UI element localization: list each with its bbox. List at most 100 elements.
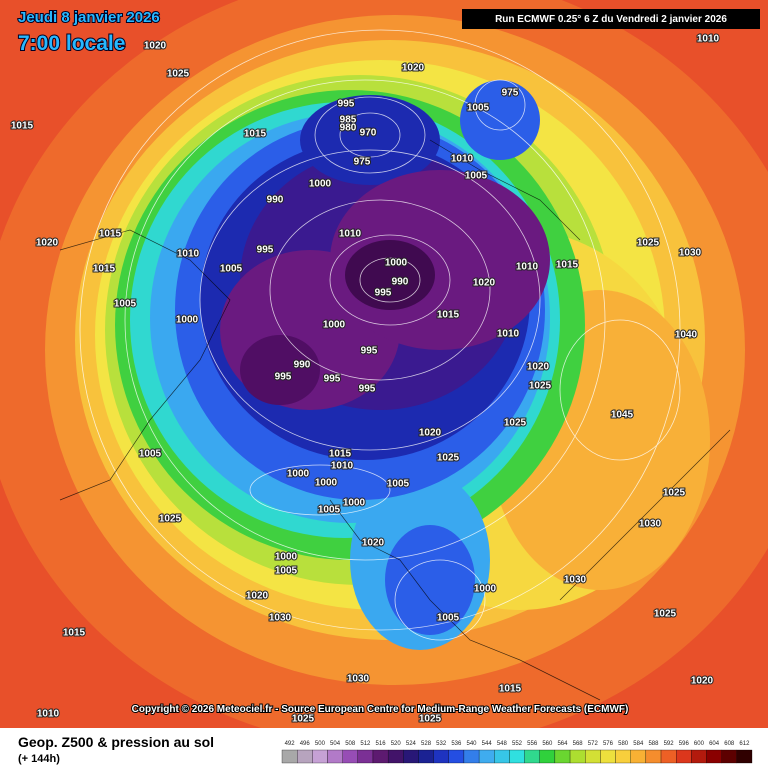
scale-swatch (433, 749, 449, 764)
isobar-label: 1030 (639, 519, 662, 530)
isobar-label: 1025 (437, 453, 460, 464)
isobar-label: 1015 (244, 129, 267, 140)
scale-label: 612 (739, 741, 750, 747)
isobar-label: 1045 (611, 410, 634, 421)
isobar-label: 1030 (347, 674, 370, 685)
scale-swatch (721, 749, 737, 764)
scale-swatch (706, 749, 722, 764)
isobar-label: 1010 (451, 154, 474, 165)
scale-swatch (645, 749, 662, 764)
scale-label: 576 (603, 741, 614, 747)
isobar-label: 1020 (527, 362, 550, 373)
isobar-label: 1030 (269, 613, 292, 624)
run-box (462, 9, 760, 29)
isobar-label: 1005 (220, 264, 243, 275)
isobar-label: 1000 (315, 478, 338, 489)
isobar-label: 995 (275, 372, 292, 383)
isobar-label: 1005 (465, 171, 488, 182)
scale-swatch (403, 749, 419, 764)
scale-swatch (448, 749, 465, 764)
isobar-label: 1015 (329, 449, 352, 460)
isobar-label: 1025 (167, 69, 190, 80)
scale-label: 504 (330, 741, 341, 747)
scale-swatch (615, 749, 631, 764)
isobar-label: 1015 (99, 229, 122, 240)
isobar-label: 975 (354, 157, 371, 168)
scale-label: 540 (467, 741, 478, 747)
scale-swatch (494, 749, 510, 764)
scale-swatch (630, 749, 647, 764)
scale-label: 596 (679, 741, 690, 747)
scale-swatch (585, 749, 601, 764)
scale-swatch (342, 749, 358, 764)
isobar-label: 1020 (246, 591, 269, 602)
isobar-label: 1005 (318, 505, 341, 516)
isobar-label: 1015 (63, 628, 86, 639)
isobar-label: 1025 (529, 381, 552, 392)
scale-label: 552 (512, 741, 523, 747)
scale-label: 560 (542, 741, 553, 747)
isobar-label: 1020 (362, 538, 385, 549)
scale-label: 512 (360, 741, 371, 747)
scale-label: 584 (633, 741, 644, 747)
isobar-label: 1015 (499, 684, 522, 695)
isobar-label: 1015 (11, 121, 34, 132)
isobar-label: 1020 (473, 278, 496, 289)
isobar-label: 1025 (292, 714, 315, 725)
isobar-label: 1020 (419, 428, 442, 439)
forecast-date: Jeudi 8 janvier 2026 (18, 9, 160, 26)
scale-label: 500 (315, 741, 326, 747)
isobar-label: 995 (359, 384, 376, 395)
isobar-label: 1005 (467, 103, 490, 114)
scale-swatch (418, 749, 434, 764)
color-scale: 492 496 500 504 508 512 516 520 524 528 532 536 540 5… (281, 741, 753, 764)
scale-swatch (327, 749, 343, 764)
scale-label: 528 (421, 741, 432, 747)
isobar-label: 990 (294, 360, 311, 371)
scale-swatch (281, 749, 298, 764)
scale-label: 496 (300, 741, 311, 747)
isobar-label: 995 (375, 288, 392, 299)
scale-label: 492 (285, 741, 296, 747)
isobar-label: 1015 (93, 264, 116, 275)
scale-label: 604 (709, 741, 720, 747)
scale-label: 516 (376, 741, 387, 747)
isobar-label: 985 (340, 115, 357, 126)
isobar-label: 1025 (504, 418, 527, 429)
isobar-label: 995 (324, 374, 341, 385)
scale-swatch (357, 749, 374, 764)
forecast-time: 7:00 locale (18, 32, 125, 55)
scale-swatch (297, 749, 313, 764)
scale-label: 564 (557, 741, 568, 747)
scale-label: 524 (406, 741, 417, 747)
isobar-label: 1020 (144, 41, 167, 52)
isobar-label: 1005 (437, 613, 460, 624)
scale-label: 556 (527, 741, 538, 747)
isobar-label: 1020 (36, 238, 59, 249)
isobar-label: 970 (360, 128, 377, 139)
isobar-label: 1010 (497, 329, 520, 340)
scale-label: 548 (497, 741, 508, 747)
isobar-label: 1010 (339, 229, 362, 240)
scale-swatch (691, 749, 707, 764)
scale-swatch (463, 749, 480, 764)
isobar-label: 1010 (516, 262, 539, 273)
isobar-label: 995 (257, 245, 274, 256)
scale-label: 592 (664, 741, 675, 747)
isobar-label: 990 (267, 195, 284, 206)
isobar-label: 1010 (37, 709, 60, 720)
isobar-label: 1005 (139, 449, 162, 460)
isobar-label: 1010 (697, 34, 720, 45)
run-info: Run ECMWF 0.25° 6 Z du Vendredi 2 janvie… (495, 14, 727, 25)
isobar-label: 1040 (675, 330, 698, 341)
isobar-label: 1000 (176, 315, 199, 326)
scale-label: 580 (618, 741, 629, 747)
isobar-label: 1000 (474, 584, 497, 595)
isobar-label: 1000 (385, 258, 408, 269)
isobar-label: 1010 (177, 249, 200, 260)
scale-swatch (478, 749, 495, 764)
scale-swatch (312, 749, 328, 764)
isobar-label: 1000 (275, 552, 298, 563)
scale-swatch (387, 749, 404, 764)
isobar-label: 1020 (691, 676, 714, 687)
